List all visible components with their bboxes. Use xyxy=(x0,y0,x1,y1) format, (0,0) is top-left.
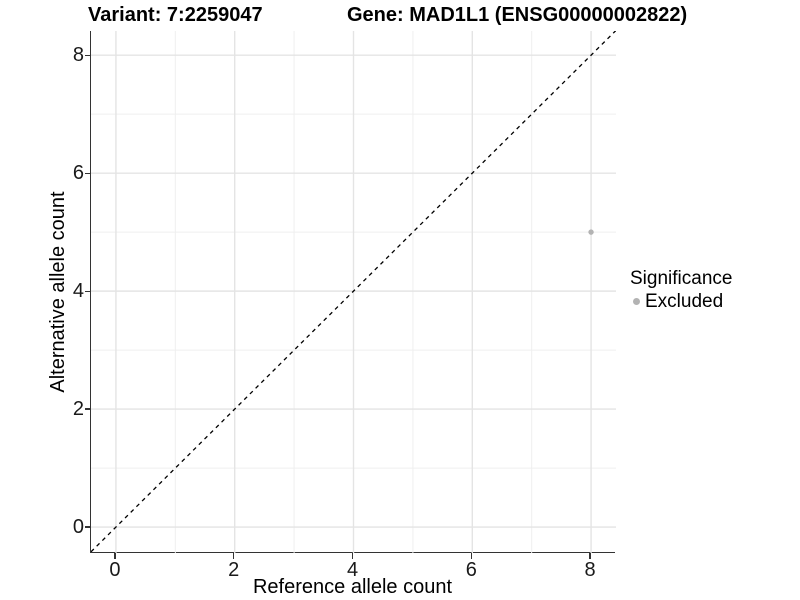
y-axis-title: Alternative allele count xyxy=(47,191,69,393)
y-tick-label: 2 xyxy=(72,398,84,421)
y-tick-label: 6 xyxy=(72,162,84,185)
x-tick-label: 0 xyxy=(109,559,121,581)
x-tick-mark xyxy=(589,553,591,559)
legend-item-label: Excluded xyxy=(645,291,724,312)
identity-reference-line xyxy=(91,31,616,553)
data-point xyxy=(588,229,594,235)
y-tick-label: 8 xyxy=(72,44,84,67)
y-tick-mark xyxy=(84,54,90,56)
y-tick-mark xyxy=(84,408,90,410)
x-tick-mark xyxy=(351,553,354,559)
y-tick-mark xyxy=(84,172,90,174)
legend-item: Excluded xyxy=(630,291,732,312)
variant-title: Variant: 7:2259047 xyxy=(88,4,263,26)
y-tick-label: 0 xyxy=(72,516,84,539)
legend-point-icon xyxy=(633,298,640,305)
x-tick-mark xyxy=(114,553,116,559)
x-tick-mark xyxy=(470,553,472,559)
plot-panel xyxy=(90,31,616,553)
x-axis-title: Reference allele count xyxy=(252,576,452,598)
gene-title: Gene: MAD1L1 (ENSG00000002822) xyxy=(347,4,688,26)
x-tick-label: 4 xyxy=(346,559,359,581)
x-tick-label: 6 xyxy=(465,559,477,581)
y-tick-mark xyxy=(84,290,90,292)
legend-items: Excluded xyxy=(630,291,732,312)
x-tick-label: 8 xyxy=(584,559,596,581)
y-tick-mark xyxy=(84,526,90,528)
x-tick-mark xyxy=(233,553,235,559)
legend: Significance Excluded xyxy=(630,268,732,312)
plot-canvas xyxy=(91,31,616,553)
legend-title: Significance xyxy=(630,268,733,289)
x-tick-label: 2 xyxy=(228,559,240,581)
y-tick-label: 4 xyxy=(72,280,84,303)
